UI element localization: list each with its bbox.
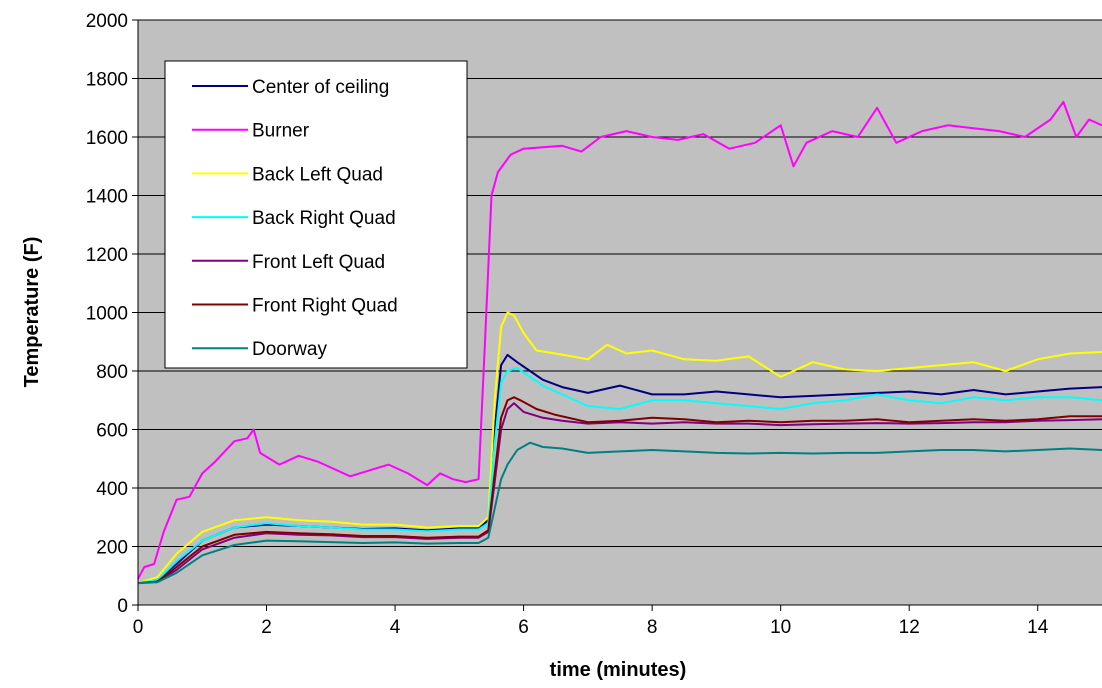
series-line-5 [137, 396, 1102, 585]
x-tick-label: 14 [1027, 617, 1049, 638]
x-tick-label: 6 [518, 617, 529, 638]
legend-label: Back Left Quad [252, 164, 383, 185]
legend-label: Front Right Quad [252, 296, 398, 317]
series-lines [137, 100, 1102, 585]
y-tick-label: 200 [96, 538, 128, 559]
x-tick-label: 8 [647, 617, 658, 638]
legend-label: Doorway [252, 339, 327, 360]
y-tick-label: 800 [96, 362, 128, 383]
x-tick-label: 2 [261, 617, 272, 638]
y-tick-label: 1000 [86, 304, 128, 325]
y-tick-labels: 0 200 400 600 800 1000 1200 1400 1600 1800 2000 [86, 11, 138, 617]
y-tick-label: 0 [117, 596, 128, 617]
series-line-6 [137, 441, 1102, 585]
series-line-2 [137, 311, 1102, 585]
x-tick-labels: 0 2 4 6 8 10 12 14 [133, 605, 1049, 638]
y-tick-label: 1600 [86, 128, 128, 149]
legend-label: Center of ceiling [252, 77, 389, 98]
y-tick-label: 400 [96, 479, 128, 500]
x-tick-label: 0 [133, 617, 144, 638]
y-tick-label: 1400 [86, 187, 128, 208]
series-line-4 [137, 402, 1102, 585]
legend-label: Burner [252, 121, 310, 142]
y-axis-title: Temperature (F) [21, 237, 43, 388]
x-axis-title: time (minutes) [550, 659, 687, 681]
y-tick-label: 1200 [86, 245, 128, 266]
y-tick-label: 1800 [86, 70, 128, 91]
series-line-1 [137, 100, 1102, 580]
series-line-3 [137, 367, 1102, 585]
legend-label: Back Right Quad [252, 208, 396, 229]
x-tick-label: 4 [390, 617, 401, 638]
legend-label: Front Left Quad [252, 252, 385, 273]
y-tick-label: 600 [96, 421, 128, 442]
x-tick-label: 12 [899, 617, 920, 638]
y-tick-label: 2000 [86, 11, 128, 32]
legend-box [164, 60, 468, 369]
x-tick-label: 10 [770, 617, 791, 638]
legend: Center of ceiling Burner Back Left Quad Bac… [164, 60, 468, 369]
